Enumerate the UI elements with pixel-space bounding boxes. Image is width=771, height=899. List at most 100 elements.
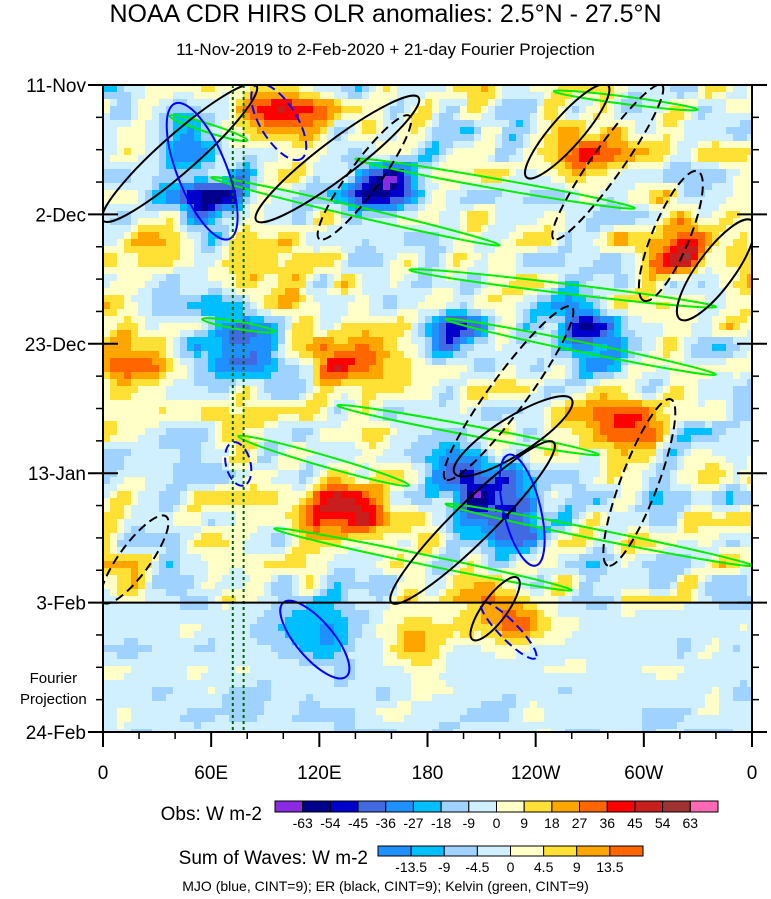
heatmap-cell [201, 288, 209, 296]
heatmap-cell [747, 358, 752, 366]
heatmap-cell [628, 372, 636, 380]
heatmap-cell [278, 225, 286, 233]
heatmap-cell [677, 113, 685, 121]
heatmap-cell [208, 400, 216, 408]
heatmap-cell [726, 400, 734, 408]
heatmap-cell [726, 176, 734, 184]
heatmap-cell [516, 386, 524, 394]
heatmap-cell [117, 253, 125, 261]
heatmap-cell [705, 106, 713, 114]
heatmap-cell [488, 386, 496, 394]
heatmap-cell [285, 456, 293, 464]
heatmap-cell [159, 435, 167, 443]
heatmap-cell [572, 211, 580, 219]
heatmap-cell [467, 344, 475, 352]
heatmap-cell [593, 316, 601, 324]
heatmap-cell [495, 85, 503, 93]
heatmap-cell [551, 316, 559, 324]
heatmap-cell [299, 295, 307, 303]
heatmap-cell [537, 351, 545, 359]
heatmap-cell [404, 239, 412, 247]
heatmap-cell [404, 379, 412, 387]
heatmap-cell [474, 204, 482, 212]
heatmap-cell [166, 288, 174, 296]
heatmap-cell [117, 218, 125, 226]
heatmap-cell [131, 449, 139, 457]
heatmap-cell [369, 365, 377, 373]
heatmap-cell [327, 337, 335, 345]
heatmap-cell [698, 141, 706, 149]
heatmap-cell [635, 316, 643, 324]
heatmap-cell [159, 267, 167, 275]
heatmap-cell [712, 155, 720, 163]
heatmap-cell [502, 204, 510, 212]
heatmap-cell [467, 239, 475, 247]
heatmap-cell [579, 407, 587, 415]
heatmap-cell [173, 407, 181, 415]
heatmap-cell [460, 85, 468, 93]
heatmap-cell [334, 225, 342, 233]
heatmap-cell [138, 344, 146, 352]
heatmap-cell [523, 407, 531, 415]
heatmap-cell [418, 204, 426, 212]
heatmap-cell [187, 316, 195, 324]
heatmap-cell [425, 148, 433, 156]
heatmap-cell [488, 274, 496, 282]
heatmap-cell [341, 330, 349, 338]
heatmap-cell [446, 141, 454, 149]
heatmap-cell [656, 155, 664, 163]
heatmap-cell [733, 246, 741, 254]
heatmap-cell [572, 239, 580, 247]
heatmap-cell [607, 400, 615, 408]
heatmap-cell [418, 232, 426, 240]
heatmap-cell [299, 113, 307, 121]
heatmap-cell [369, 211, 377, 219]
heatmap-cell [712, 323, 720, 331]
heatmap-cell [572, 232, 580, 240]
heatmap-cell [404, 183, 412, 191]
heatmap-cell [334, 288, 342, 296]
heatmap-cell [243, 414, 251, 422]
heatmap-cell [257, 316, 265, 324]
heatmap-cell [740, 253, 748, 261]
heatmap-cell [747, 134, 752, 142]
heatmap-cell [600, 232, 608, 240]
heatmap-cell [439, 204, 447, 212]
heatmap-cell [257, 365, 265, 373]
heatmap-cell [208, 365, 216, 373]
heatmap-cell [544, 309, 552, 317]
heatmap-cell [264, 204, 272, 212]
heatmap-cell [306, 288, 314, 296]
heatmap-cell [740, 407, 748, 415]
heatmap-cell [257, 162, 265, 170]
heatmap-cell [299, 323, 307, 331]
heatmap-cell [677, 176, 685, 184]
heatmap-cell [684, 162, 692, 170]
heatmap-cell [502, 351, 510, 359]
heatmap-cell [341, 414, 349, 422]
heatmap-cell [600, 113, 608, 121]
heatmap-cell [432, 309, 440, 317]
heatmap-cell [103, 316, 111, 324]
heatmap-cell [544, 260, 552, 268]
heatmap-cell [222, 281, 230, 289]
heatmap-cell [481, 113, 489, 121]
heatmap-cell [327, 344, 335, 352]
heatmap-cell [642, 435, 650, 443]
heatmap-cell [124, 155, 132, 163]
heatmap-cell [740, 246, 748, 254]
heatmap-cell [250, 456, 258, 464]
heatmap-cell [180, 162, 188, 170]
heatmap-cell [572, 85, 580, 93]
heatmap-cell [257, 281, 265, 289]
heatmap-cell [327, 393, 335, 401]
heatmap-cell [159, 92, 167, 100]
heatmap-cell [600, 218, 608, 226]
heatmap-cell [236, 246, 244, 254]
heatmap-cell [586, 169, 594, 177]
heatmap-cell [348, 148, 356, 156]
heatmap-cell [243, 99, 251, 107]
heatmap-cell [551, 274, 559, 282]
heatmap-cell [173, 190, 181, 198]
heatmap-cell [502, 400, 510, 408]
